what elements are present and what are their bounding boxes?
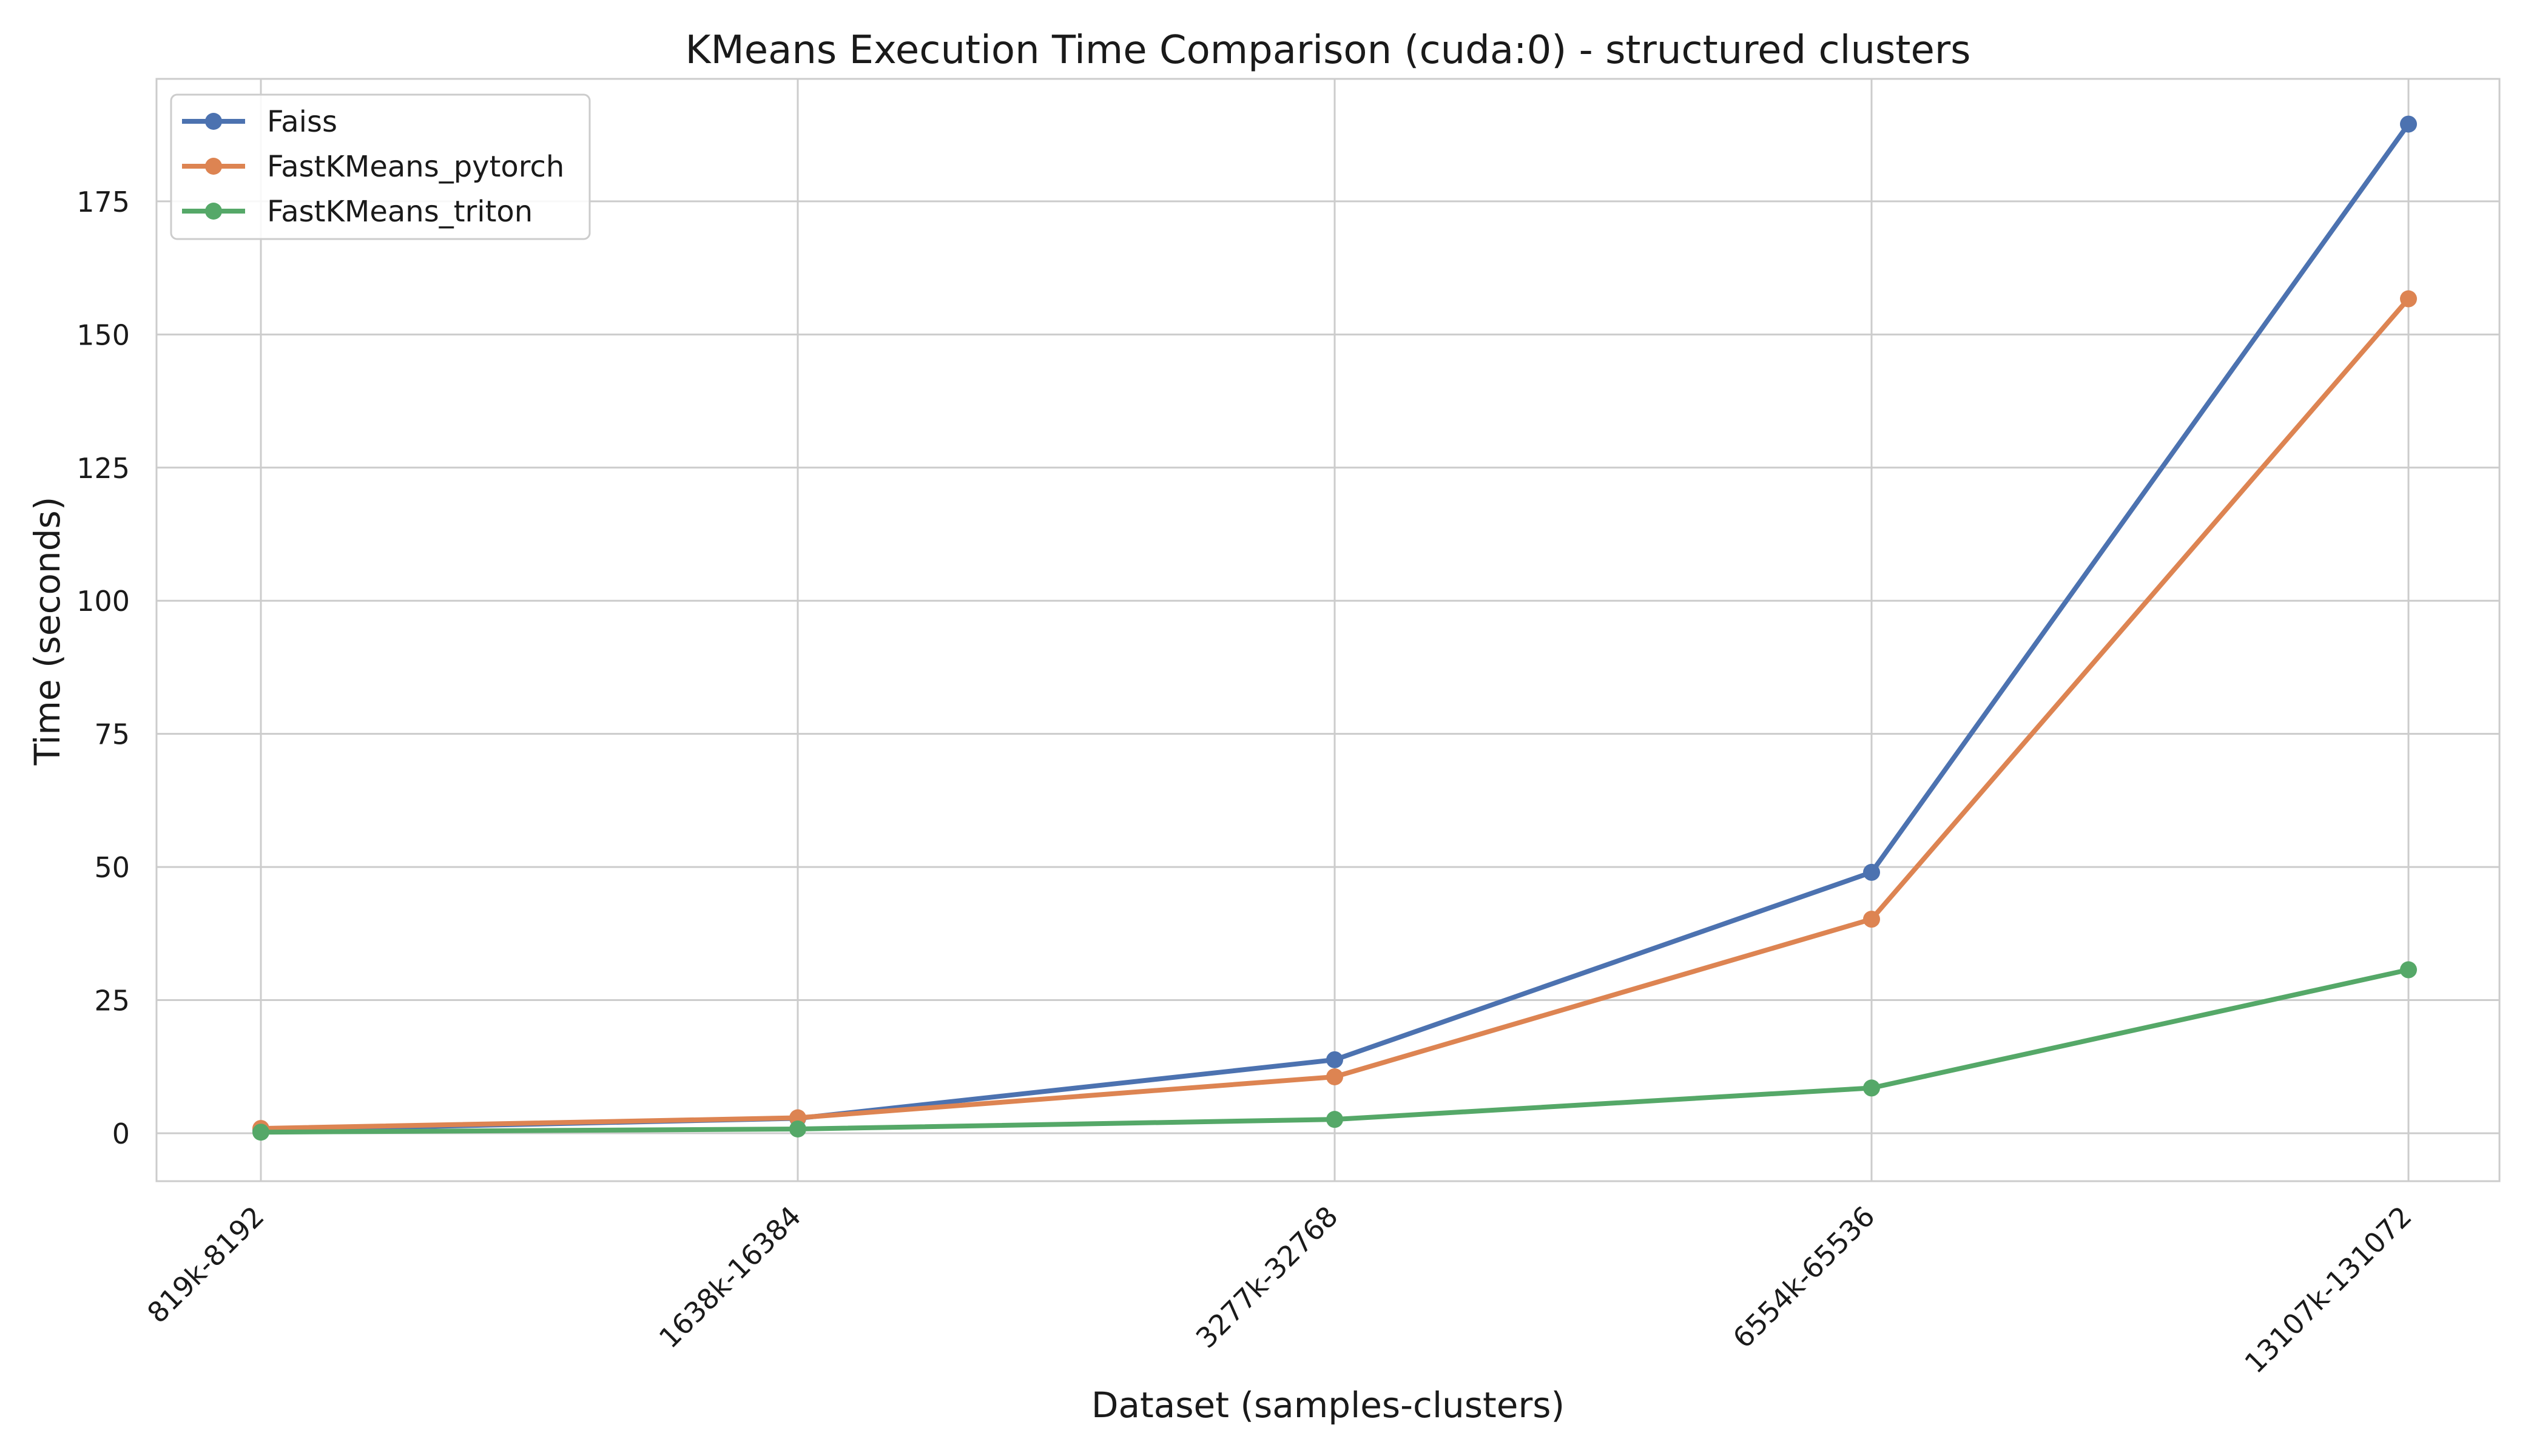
legend-box <box>170 93 591 240</box>
y-axis-ticks: 0 25 50 75 100 125 150 175 <box>76 186 130 1150</box>
data-point <box>789 1120 806 1138</box>
series-FastKMeans_triton <box>252 961 2417 1141</box>
data-point <box>1863 911 1880 928</box>
legend-marker <box>205 113 222 130</box>
y-tick-label: 100 <box>76 585 130 618</box>
data-point <box>2400 961 2417 979</box>
legend-label: FastKMeans_pytorch <box>267 150 564 184</box>
y-axis-label: Time (seconds) <box>27 497 68 766</box>
legend-label: FastKMeans_triton <box>267 195 533 229</box>
y-tick-label: 125 <box>76 452 130 485</box>
legend-label: Faiss <box>267 105 337 139</box>
data-point <box>252 1124 269 1141</box>
data-point <box>1326 1111 1343 1128</box>
data-point <box>1326 1051 1343 1068</box>
legend-marker <box>205 203 222 220</box>
y-tick-label: 0 <box>112 1117 130 1150</box>
series-layer <box>252 115 2417 1141</box>
data-point <box>1863 863 1880 881</box>
legend-marker <box>205 158 222 175</box>
y-tick-label: 25 <box>94 985 130 1017</box>
data-point <box>1863 1079 1880 1097</box>
plot-area-border <box>155 78 2501 1182</box>
legend-item: FastKMeans_pytorch <box>182 150 564 184</box>
data-point <box>2400 290 2417 308</box>
legend-item: Faiss <box>182 105 337 139</box>
legend: Faiss FastKMeans_pytorch FastKMeans_triton <box>170 93 591 240</box>
chart-title: KMeans Execution Time Comparison (cuda:0… <box>686 28 1971 73</box>
data-point <box>2400 115 2417 133</box>
y-tick-label: 175 <box>76 186 130 218</box>
data-point <box>1326 1068 1343 1085</box>
y-tick-label: 75 <box>94 718 130 751</box>
y-tick-label: 50 <box>94 851 130 884</box>
legend-item: FastKMeans_triton <box>182 195 533 229</box>
x-axis-label: Dataset (samples-clusters) <box>1091 1384 1565 1426</box>
y-tick-label: 150 <box>76 318 130 351</box>
